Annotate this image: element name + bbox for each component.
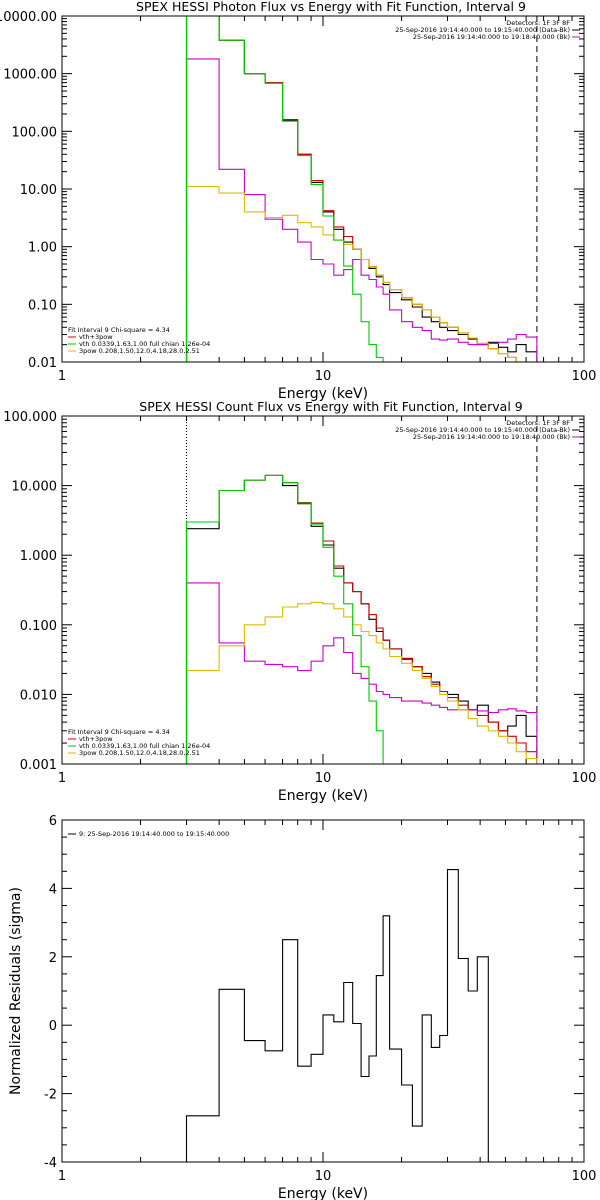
legend-left: Fit Interval 9 Chi-square = 4.34vth+3pow… — [68, 728, 210, 757]
chart-title: SPEX HESSI Photon Flux vs Energy with Fi… — [136, 0, 526, 14]
chart-2: SPEX HESSI Count Flux vs Energy with Fit… — [3, 399, 596, 804]
legend-right-entry: 25-Sep-2016 19:14:40.000 to 19:15:40.000… — [395, 426, 570, 434]
plot-area — [185, 869, 489, 1162]
legend-left-entry: 9: 25-Sep-2016 19:14:40.000 to 19:15:40.… — [79, 830, 229, 838]
legend-left-entry: vth+3pow — [79, 735, 113, 743]
y-tick-label: 1.000 — [20, 549, 57, 564]
legend-right-entry: 25-Sep-2016 19:14:40.000 to 19:18:40.000… — [413, 433, 570, 441]
legend-left-entry: vth 0.0339,1.63,1.00 full chian 1.26e-04 — [79, 742, 210, 750]
x-tick-label: 1 — [58, 771, 66, 786]
y-tick-label: 4 — [49, 882, 57, 897]
x-tick-label: 10 — [315, 369, 332, 384]
x-tick-label: 1 — [58, 1169, 66, 1184]
legend-left-entry: vth 0.0339,1.63,1.00 full chian 1.26e-04 — [79, 340, 210, 348]
x-tick-label: 100 — [572, 771, 597, 786]
y-tick-label: 10000.00 — [0, 10, 57, 25]
y-tick-label: 0.100 — [20, 619, 57, 634]
series-3pow-line — [185, 186, 538, 362]
legend-right-entry: Detectors: 1F 3F 8F — [506, 19, 570, 27]
y-tick-label: 0.010 — [20, 688, 57, 703]
y-tick-label: 10.000 — [12, 480, 58, 495]
legend-right-entry: 25-Sep-2016 19:14:40.000 to 19:18:40.000… — [413, 33, 570, 41]
y-tick-label: 6 — [49, 814, 57, 829]
x-tick-label: 10 — [315, 1169, 332, 1184]
series-vth3pow-line — [185, 474, 538, 764]
y-tick-label: 0.10 — [28, 298, 57, 313]
y-tick-label: -2 — [44, 1088, 57, 1103]
y-tick-label: 0.001 — [20, 758, 57, 773]
chart-1: SPEX HESSI Photon Flux vs Energy with Fi… — [0, 0, 596, 402]
y-axis-label: Normalized Residuals (sigma) — [8, 887, 24, 1095]
y-tick-label: 100.000 — [3, 410, 57, 425]
series-Bk-line — [185, 582, 538, 764]
x-axis-label: Energy (keV) — [278, 788, 368, 804]
series-residuals-line — [185, 869, 489, 1162]
x-tick-label: 100 — [572, 369, 597, 384]
series-Bk-line — [185, 58, 538, 362]
x-tick-label: 1 — [58, 369, 66, 384]
legend-left-entry: 3pow 0.208,1.50,12.0,4.18,28.0,2.51 — [79, 749, 200, 757]
y-tick-label: 0 — [49, 1019, 57, 1034]
plot-frame — [61, 15, 585, 363]
y-tick-label: 100.00 — [12, 125, 58, 140]
y-tick-label: 1.00 — [28, 241, 57, 256]
legend-left-entry: 3pow 0.208,1.50,12.0,4.18,28.0,2.51 — [79, 347, 200, 355]
y-tick-label: -4 — [44, 1156, 57, 1171]
series-data-line — [185, 16, 538, 362]
legend-left-entry: Fit Interval 9 Chi-square = 4.34 — [68, 728, 170, 736]
chart-title: SPEX HESSI Count Flux vs Energy with Fit… — [139, 399, 522, 414]
series-vth-line — [185, 474, 538, 764]
x-tick-label: 10 — [315, 771, 332, 786]
x-tick-label: 100 — [572, 1169, 597, 1184]
series-data-line — [185, 474, 538, 764]
chart-3: 1 10 100 Energy (keV) -4 -2 0 2 4 6 Normalized Res… — [8, 814, 596, 1200]
x-axis-label: Energy (keV) — [278, 386, 368, 402]
plot-frame — [61, 415, 585, 765]
series-3pow-line — [185, 601, 538, 764]
y-tick-label: 1000.00 — [3, 68, 57, 83]
series-vth-line — [185, 16, 538, 362]
y-tick-label: 2 — [49, 951, 57, 966]
plot-area — [185, 16, 538, 362]
legend-left: 9: 25-Sep-2016 19:14:40.000 to 19:15:40.… — [68, 830, 229, 838]
legend-left: Fit Interval 9 Chi-square = 4.34vth+3pow… — [68, 326, 210, 355]
y-tick-label: 10.00 — [20, 183, 57, 198]
series-vth3pow-line — [185, 16, 538, 362]
y-tick-label: 0.01 — [28, 356, 57, 371]
legend-left-entry: vth+3pow — [79, 333, 113, 341]
plot-frame — [61, 819, 585, 1163]
legend-right-entry: Detectors: 1F 3F 8F — [506, 419, 570, 427]
x-axis-label: Energy (keV) — [278, 1186, 368, 1200]
plot-area — [185, 474, 538, 764]
legend-right-entry: 25-Sep-2016 19:14:40.000 to 19:15:40.000… — [395, 26, 570, 34]
legend-left-entry: Fit Interval 9 Chi-square = 4.34 — [68, 326, 170, 334]
